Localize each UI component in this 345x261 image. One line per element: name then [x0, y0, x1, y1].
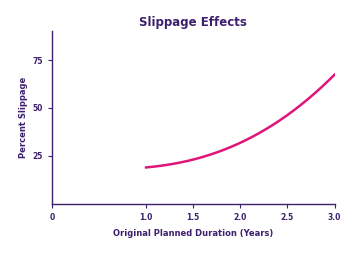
X-axis label: Original Planned Duration (Years): Original Planned Duration (Years)	[113, 229, 273, 238]
Title: Slippage Effects: Slippage Effects	[139, 16, 247, 29]
Y-axis label: Percent Slippage: Percent Slippage	[19, 77, 28, 158]
